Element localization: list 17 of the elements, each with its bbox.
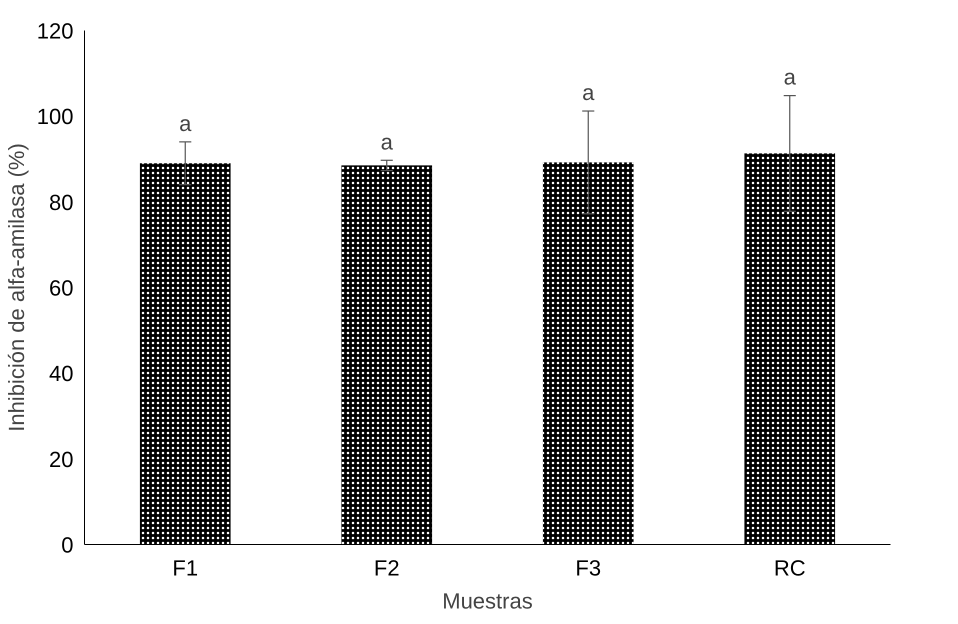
y-tick-label: 0 xyxy=(61,532,74,558)
annotation: a xyxy=(784,64,797,90)
annotation: a xyxy=(179,110,192,136)
y-tick-label: 120 xyxy=(36,18,74,44)
y-tick-label: 100 xyxy=(36,104,74,130)
x-tick-label: F3 xyxy=(575,556,602,580)
y-tick-label: 60 xyxy=(49,276,74,300)
y-tick-label: 80 xyxy=(49,190,74,215)
y-axis-title: Inhibición de alfa-amilasa (%) xyxy=(4,143,29,432)
annotation: a xyxy=(380,129,394,154)
x-tick-label: F1 xyxy=(172,556,198,580)
x-tick-label: F2 xyxy=(374,556,400,580)
x-axis-title: Muestras xyxy=(442,588,533,614)
y-tick-label: 40 xyxy=(49,361,74,386)
y-tick-label: 20 xyxy=(49,446,74,472)
x-tick-label: RC xyxy=(774,556,806,580)
annotation: a xyxy=(582,80,596,106)
